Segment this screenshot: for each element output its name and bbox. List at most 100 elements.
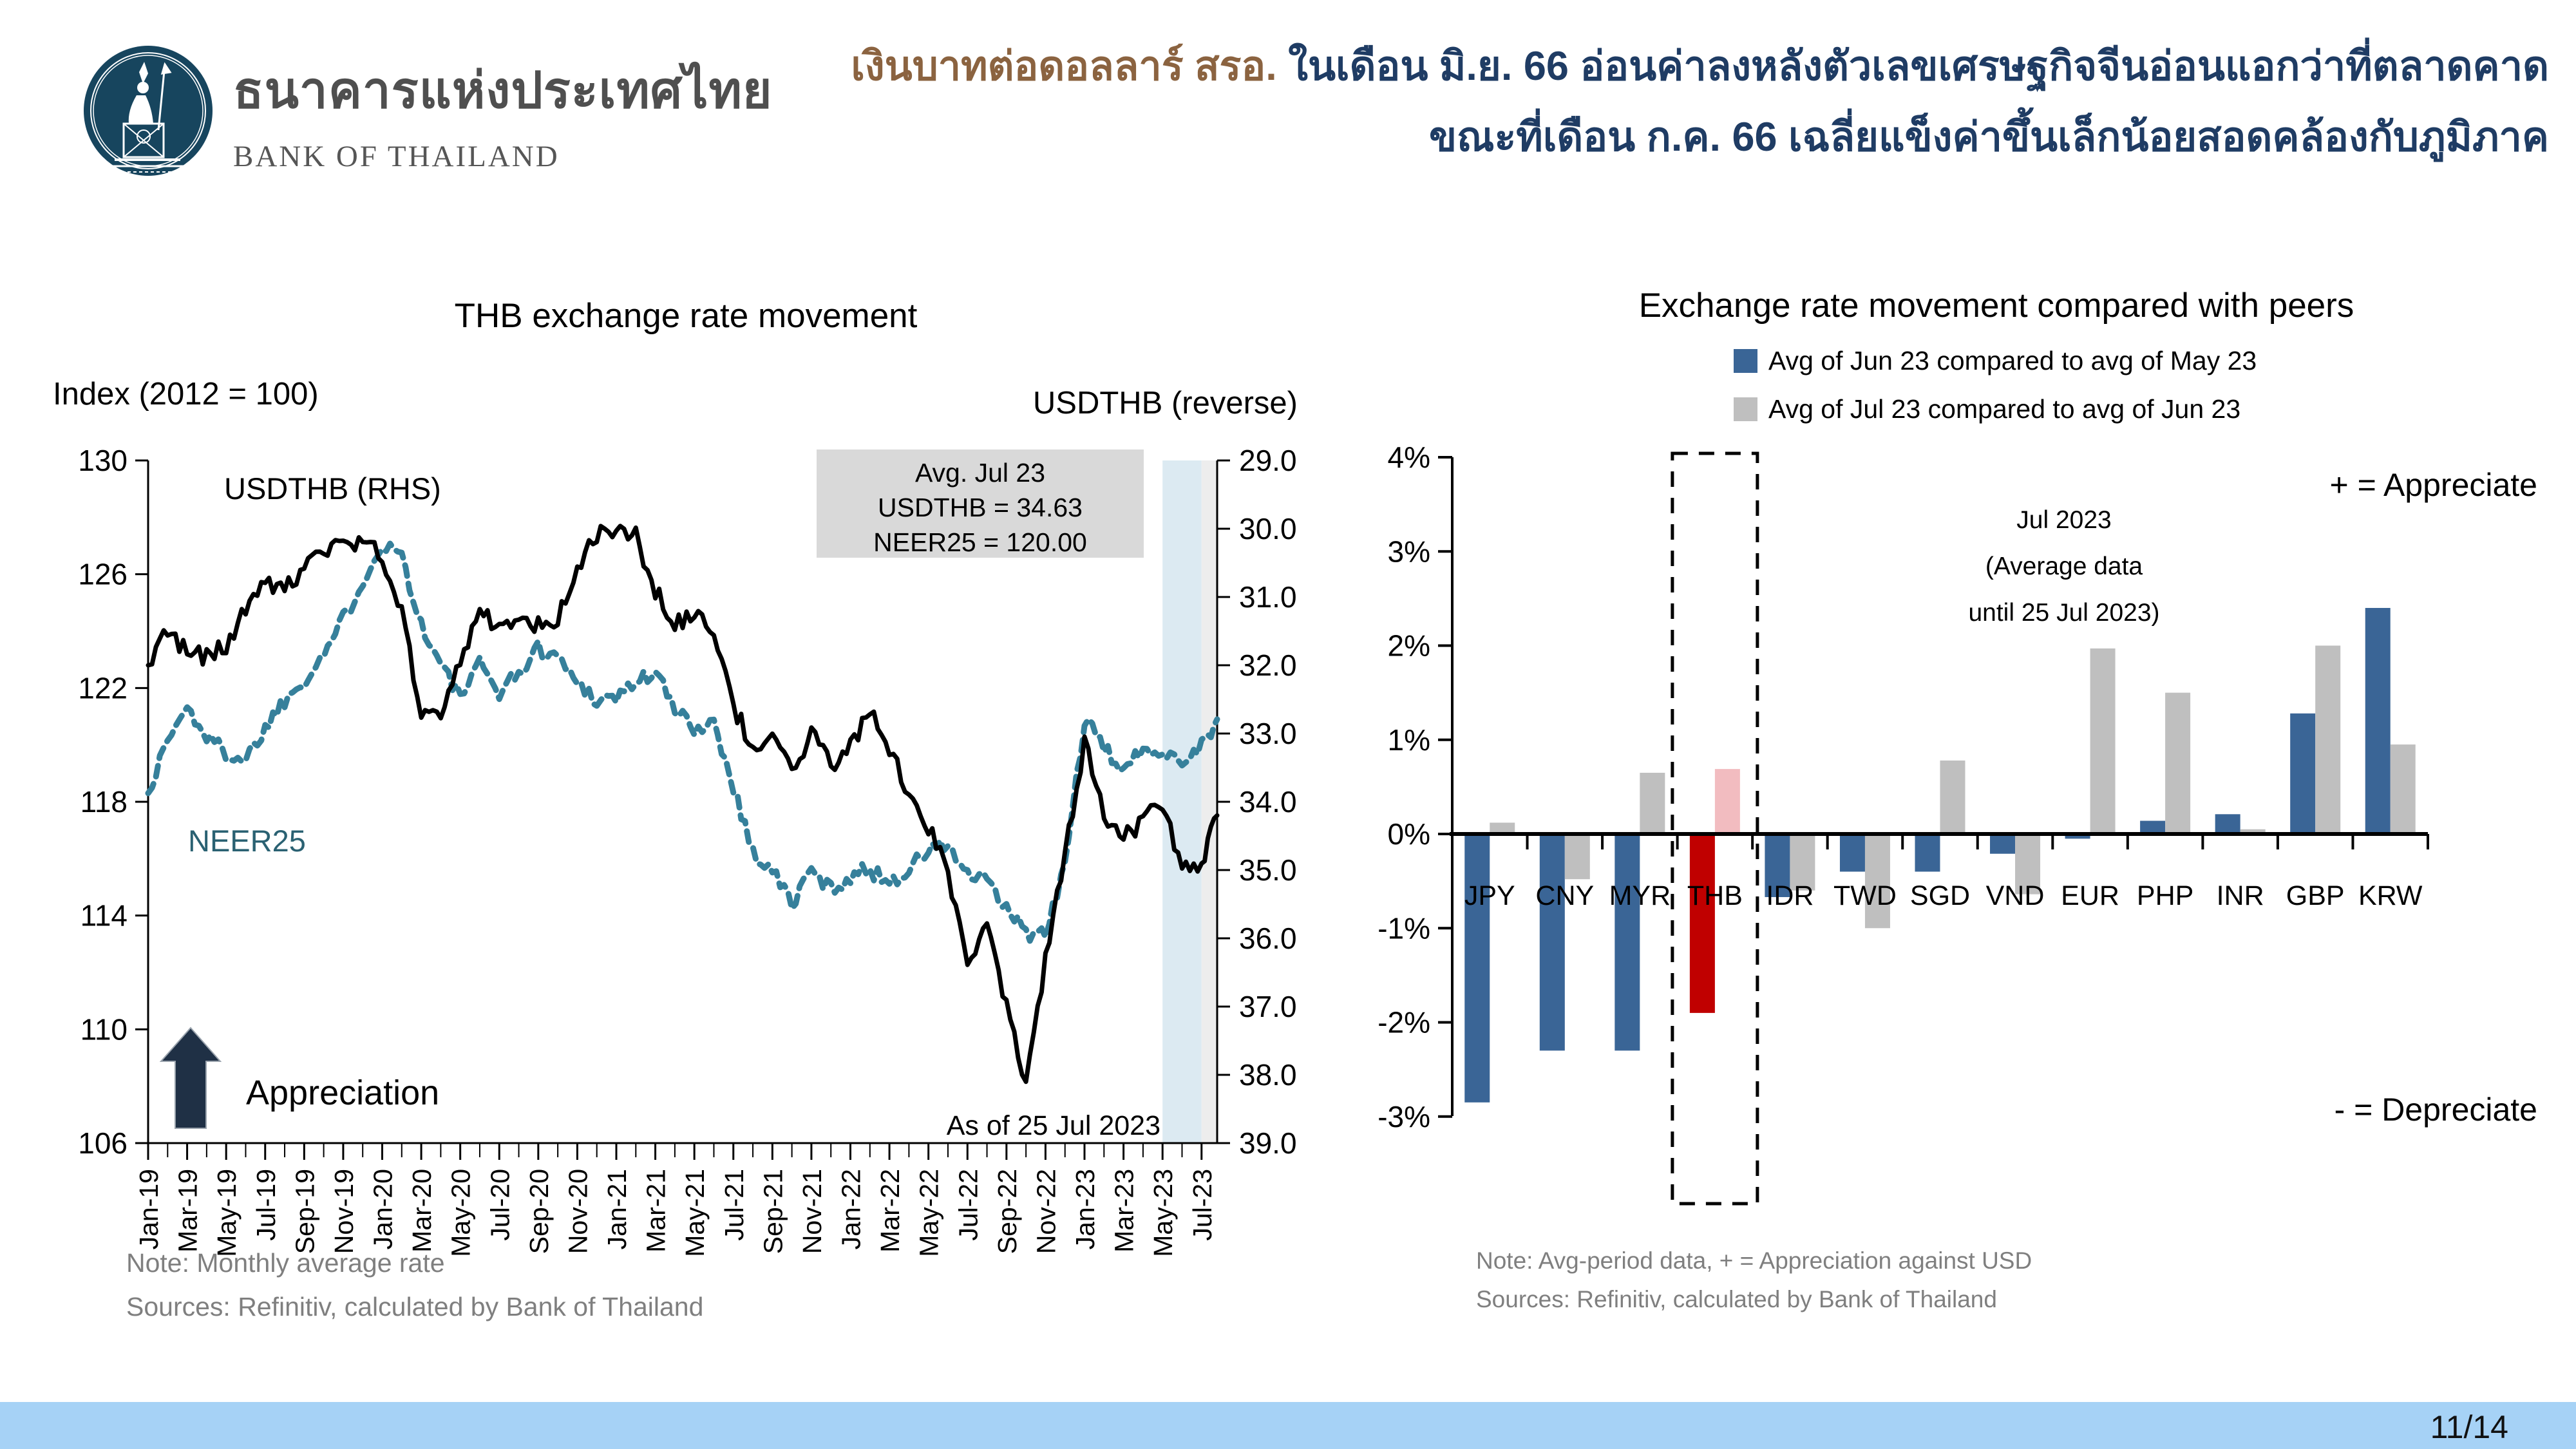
right-tick-label: 33.0 xyxy=(1239,717,1297,750)
y-tick-label: 3% xyxy=(1388,535,1430,568)
left-tick-label: 130 xyxy=(78,444,128,477)
left-tick-label: 106 xyxy=(78,1126,128,1160)
right-chart-sources: Sources: Refinitiv, calculated by Bank o… xyxy=(1476,1285,1997,1312)
bank-name-thai: ธนาคารแห่งประเทศไทย xyxy=(233,62,773,118)
bar-EUR-jun xyxy=(2065,834,2090,839)
bar-IDR-jul xyxy=(1790,834,1815,891)
bar-EUR-jul xyxy=(2090,648,2116,834)
x-tick-label: Jul-23 xyxy=(1188,1169,1217,1241)
right-tick-label: 31.0 xyxy=(1239,580,1297,614)
bar-PHP-jun xyxy=(2140,820,2166,834)
right-tick-label: 32.0 xyxy=(1239,649,1297,682)
x-tick-label: Jul-20 xyxy=(485,1169,515,1241)
bar-VND-jul xyxy=(2015,834,2041,895)
category-label-MYR: MYR xyxy=(1609,880,1671,911)
annotation-line3: until 25 Jul 2023) xyxy=(1968,599,2159,627)
seated-deity-emblem xyxy=(111,62,184,173)
shaded-band-1 xyxy=(1201,460,1217,1143)
title-rest: ในเดือน มิ.ย. 66 อ่อนค่าลงหลังตัวเลขเศรษ… xyxy=(1276,44,2549,89)
left-chart-notes: Note: Monthly average rate Sources: Refi… xyxy=(126,1242,703,1329)
y-tick-label: 2% xyxy=(1388,629,1430,663)
right-chart-note: Note: Avg-period data, + = Appreciation … xyxy=(1476,1247,2032,1274)
x-tick-label: Mar-20 xyxy=(407,1169,437,1253)
bar-MYR-jul xyxy=(1640,772,1665,834)
left-chart-title: THB exchange rate movement xyxy=(455,297,918,335)
appreciation-label: Appreciation xyxy=(246,1074,439,1112)
annotation-line1: Jul 2023 xyxy=(2016,506,2111,534)
slide-title-line2: ขณะที่เดือน ก.ค. 66 เฉลี่ยแข็งค่าขึ้นเล็… xyxy=(1428,115,2549,160)
as-of-label: As of 25 Jul 2023 xyxy=(947,1110,1160,1141)
bar-IDR-jun xyxy=(1765,834,1790,897)
category-label-KRW: KRW xyxy=(2358,880,2423,911)
footer-bar: 11/14 xyxy=(0,1402,2576,1449)
bar-THB-jul xyxy=(1714,769,1740,834)
x-tick-label: Jul-21 xyxy=(719,1169,749,1241)
category-label-THB: THB xyxy=(1687,880,1743,911)
x-tick-label: Nov-20 xyxy=(563,1169,592,1254)
neer25-line xyxy=(145,540,1220,944)
bar-SGD-jul xyxy=(1940,760,1965,834)
bar-CNY-jul xyxy=(1564,834,1590,880)
thb-highlight-box xyxy=(1671,451,1759,1206)
category-label-EUR: EUR xyxy=(2061,880,2119,911)
left-tick-label: 114 xyxy=(80,899,128,933)
x-tick-label: May-23 xyxy=(1148,1169,1178,1257)
x-tick-label: Nov-19 xyxy=(329,1169,359,1254)
shaded-band-0 xyxy=(1162,460,1202,1143)
legend-label-jul: Avg of Jul 23 compared to avg of Jun 23 xyxy=(1768,394,2240,424)
y-tick-label: 4% xyxy=(1388,440,1430,474)
right-tick-label: 37.0 xyxy=(1239,990,1297,1023)
right-chart-notes: Note: Avg-period data, + = Appreciation … xyxy=(1476,1242,2032,1319)
y-tick-label: -3% xyxy=(1378,1100,1430,1133)
bar-KRW-jun xyxy=(2365,608,2391,834)
legend-swatch-jun xyxy=(1734,349,1757,373)
x-tick-label: May-20 xyxy=(446,1169,476,1257)
bar-SGD-jun xyxy=(1915,834,1940,872)
x-tick-label: May-19 xyxy=(212,1169,242,1257)
category-label-TWD: TWD xyxy=(1833,880,1897,911)
right-chart-title: Exchange rate movement compared with pee… xyxy=(1639,287,2354,325)
bar-JPY-jun xyxy=(1464,834,1490,1103)
x-tick-label: Jul-19 xyxy=(251,1169,281,1241)
y-tick-label: -1% xyxy=(1378,911,1430,945)
x-tick-label: Nov-22 xyxy=(1031,1169,1061,1254)
bar-INR-jun xyxy=(2215,814,2240,834)
y-tick-label: -2% xyxy=(1378,1006,1430,1039)
x-tick-label: Sep-20 xyxy=(524,1169,554,1254)
left-axis-title: Index (2012 = 100) xyxy=(53,377,319,412)
category-label-PHP: PHP xyxy=(2137,880,2193,911)
info-box-line3: NEER25 = 120.00 xyxy=(873,527,1087,557)
usdthb-line xyxy=(146,524,1220,1084)
page-number: 11/14 xyxy=(2430,1409,2508,1445)
usdthb-series-label: USDTHB (RHS) xyxy=(224,471,441,506)
peers-bar-chart: Exchange rate movement compared with pee… xyxy=(1378,287,2537,1206)
bar-GBP-jun xyxy=(2290,713,2316,834)
x-tick-label: Sep-19 xyxy=(290,1169,319,1254)
line-plot-area: 130 126 122 118 114 110 106 29.0 30.0 31.0 32.0 33.… xyxy=(78,444,1296,1257)
bar-MYR-jun xyxy=(1615,834,1640,1051)
x-tick-label: Mar-22 xyxy=(875,1169,905,1253)
bar-INR-jul xyxy=(2240,829,2266,834)
x-tick-label: Jul-22 xyxy=(953,1169,983,1241)
x-tick-label: Sep-22 xyxy=(992,1169,1022,1254)
right-tick-label: 36.0 xyxy=(1239,922,1297,955)
bank-of-thailand-logo xyxy=(84,46,213,176)
x-tick-label: May-22 xyxy=(914,1169,944,1257)
right-tick-label: 30.0 xyxy=(1239,512,1297,545)
annotation-line2: (Average data xyxy=(1985,553,2143,580)
bar-TWD-jun xyxy=(1839,834,1865,872)
x-tick-label: Jan-19 xyxy=(134,1169,164,1249)
bar-GBP-jul xyxy=(2315,645,2341,834)
left-tick-label: 122 xyxy=(78,671,128,705)
y-tick-label: 1% xyxy=(1388,723,1430,757)
thb-line-chart: THB exchange rate movement Index (2012 =… xyxy=(53,297,1298,1257)
category-label-VND: VND xyxy=(1986,880,2045,911)
category-label-INR: INR xyxy=(2217,880,2264,911)
x-tick-label: Jan-20 xyxy=(368,1169,398,1249)
x-tick-label: May-21 xyxy=(680,1169,710,1257)
right-tick-label: 38.0 xyxy=(1239,1058,1297,1092)
right-tick-label: 29.0 xyxy=(1239,444,1297,477)
x-tick-label: Mar-19 xyxy=(173,1169,203,1253)
category-label-JPY: JPY xyxy=(1464,880,1515,911)
depreciate-label: - = Depreciate xyxy=(2334,1092,2537,1128)
